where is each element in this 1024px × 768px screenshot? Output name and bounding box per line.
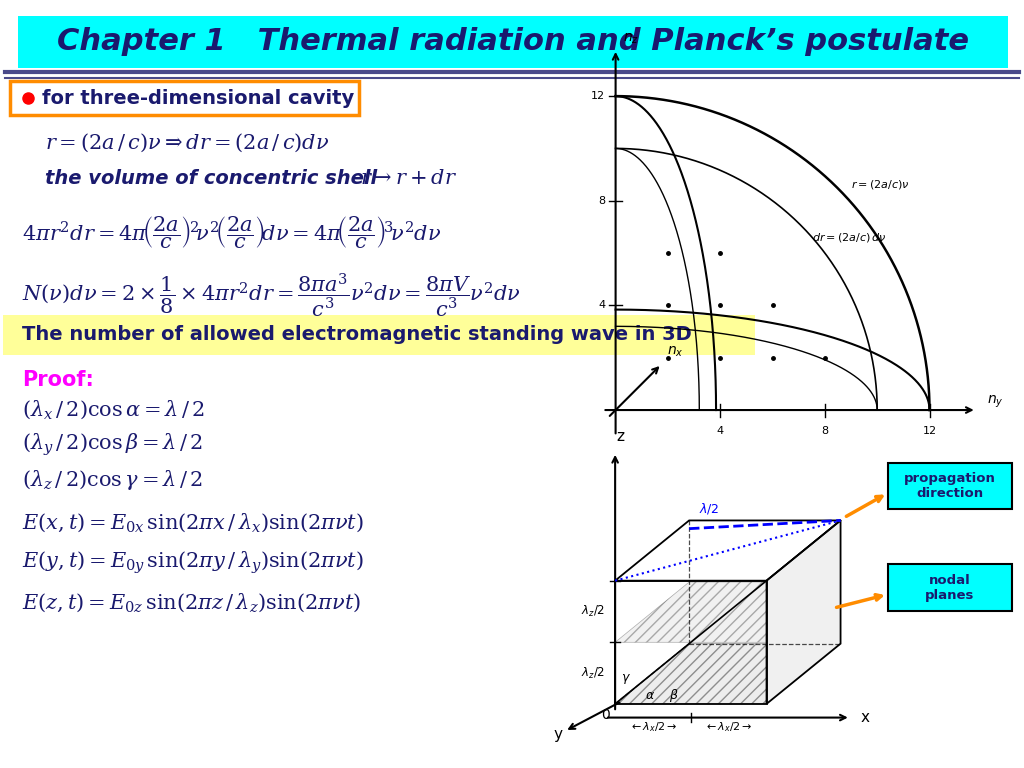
Polygon shape [615, 582, 841, 642]
Text: $(\lambda_x\,/\,2)\cos\alpha = \lambda\,/\,2$: $(\lambda_x\,/\,2)\cos\alpha = \lambda\,… [22, 399, 205, 422]
Text: $E(y,t) = E_{0y}\,\sin(2\pi y\,/\,\lambda_y)\sin(2\pi\nu t)$: $E(y,t) = E_{0y}\,\sin(2\pi y\,/\,\lambd… [22, 550, 364, 576]
Polygon shape [615, 521, 841, 581]
Text: $n_z$: $n_z$ [624, 31, 640, 46]
FancyBboxPatch shape [888, 463, 1012, 509]
Text: 4: 4 [717, 425, 724, 435]
FancyBboxPatch shape [18, 16, 1008, 68]
Text: nodal
planes: nodal planes [926, 574, 975, 601]
Text: 0: 0 [601, 708, 610, 722]
Text: $\leftarrow \lambda_x/2 \rightarrow$: $\leftarrow \lambda_x/2 \rightarrow$ [629, 720, 677, 733]
Text: 4: 4 [598, 300, 605, 310]
Text: $\beta$: $\beta$ [669, 687, 679, 704]
Text: $\lambda/2$: $\lambda/2$ [699, 501, 720, 516]
FancyBboxPatch shape [10, 81, 359, 115]
Text: Proof:: Proof: [22, 370, 94, 390]
Text: the volume of concentric shell: the volume of concentric shell [45, 168, 384, 187]
Text: 12: 12 [923, 425, 937, 435]
Text: $r=(2a/c)\nu$: $r=(2a/c)\nu$ [851, 178, 909, 191]
Polygon shape [615, 644, 841, 704]
Text: $N(\nu)d\nu = 2\times\dfrac{1}{8}\times 4\pi r^2 dr = \dfrac{8\pi a^3}{c^3}\nu^2: $N(\nu)d\nu = 2\times\dfrac{1}{8}\times … [22, 271, 521, 319]
Text: 8: 8 [821, 425, 828, 435]
Text: 8: 8 [598, 196, 605, 206]
Text: $4\pi r^2 dr = 4\pi\!\left(\dfrac{2a}{c}\right)^{\!2}\!\nu^2\!\left(\dfrac{2a}{c: $4\pi r^2 dr = 4\pi\!\left(\dfrac{2a}{c}… [22, 215, 441, 251]
Text: x: x [861, 710, 869, 725]
Text: $E(x,t) = E_{0x}\,\sin(2\pi x\,/\,\lambda_x)\sin(2\pi\nu t)$: $E(x,t) = E_{0x}\,\sin(2\pi x\,/\,\lambd… [22, 511, 364, 535]
Text: $\lambda_z/2$: $\lambda_z/2$ [581, 604, 605, 619]
Text: $n_x$: $n_x$ [667, 344, 684, 359]
FancyBboxPatch shape [3, 315, 755, 355]
Text: $dr=(2a/c)\,d\nu$: $dr=(2a/c)\,d\nu$ [812, 230, 887, 243]
Text: $\alpha$: $\alpha$ [645, 689, 655, 702]
Text: $(\lambda_y\,/\,2)\cos\beta = \lambda\,/\,2$: $(\lambda_y\,/\,2)\cos\beta = \lambda\,/… [22, 432, 203, 458]
Text: y: y [553, 727, 562, 742]
Text: 12: 12 [591, 91, 605, 101]
Text: $n_y$: $n_y$ [987, 394, 1004, 410]
Text: $\gamma$: $\gamma$ [622, 671, 631, 686]
Text: $r \rightarrow r+dr$: $r \rightarrow r+dr$ [360, 168, 457, 188]
Text: The number of allowed electromagnetic standing wave in 3D: The number of allowed electromagnetic st… [22, 326, 692, 345]
Text: $r = (2a\,/\,c)\nu \Rightarrow dr = (2a\,/\,c)d\nu$: $r = (2a\,/\,c)\nu \Rightarrow dr = (2a\… [45, 132, 330, 154]
Text: $\leftarrow \lambda_x/2 \rightarrow$: $\leftarrow \lambda_x/2 \rightarrow$ [705, 720, 753, 733]
Polygon shape [615, 521, 841, 581]
Text: z: z [616, 429, 625, 444]
Polygon shape [767, 521, 841, 704]
Text: for three-dimensional cavity: for three-dimensional cavity [42, 88, 354, 108]
Text: Chapter 1   Thermal radiation and Planck’s postulate: Chapter 1 Thermal radiation and Planck’s… [57, 28, 969, 57]
Text: $\lambda_z/2$: $\lambda_z/2$ [581, 666, 605, 680]
Text: $E(z,t) = E_{0z}\,\sin(2\pi z\,/\,\lambda_z)\sin(2\pi\nu t)$: $E(z,t) = E_{0z}\,\sin(2\pi z\,/\,\lambd… [22, 591, 361, 614]
Text: propagation
direction: propagation direction [904, 472, 996, 500]
FancyBboxPatch shape [888, 564, 1012, 611]
Text: $(\lambda_z\,/\,2)\cos\gamma = \lambda\,/\,2$: $(\lambda_z\,/\,2)\cos\gamma = \lambda\,… [22, 468, 203, 492]
